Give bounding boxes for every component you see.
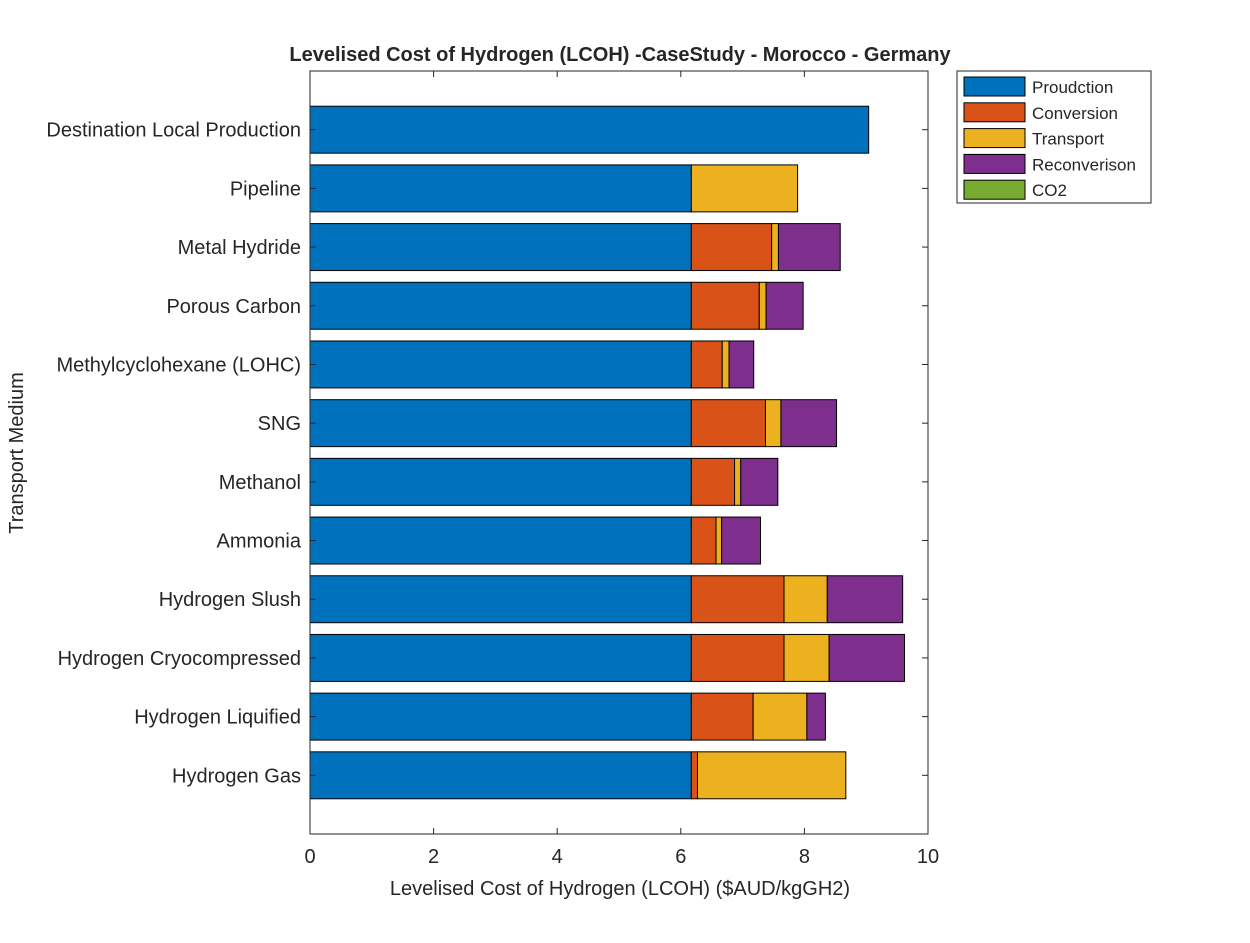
- y-tick-label: Hydrogen Gas: [172, 765, 301, 787]
- bar-sng-proudction: [309, 399, 692, 448]
- bar-hydrogen-liquified-reconverison: [806, 692, 826, 741]
- legend-swatch-transport: [963, 128, 1026, 149]
- x-tick-label: 2: [428, 846, 439, 868]
- bar-hydrogen-slush-conversion: [690, 575, 785, 624]
- bar-methylcyclohexane-lohc-conversion: [690, 340, 723, 389]
- bar-porous-carbon-reconverison: [765, 281, 804, 330]
- x-tick-label: 8: [799, 846, 810, 868]
- bar-sng-transport: [764, 399, 782, 448]
- x-axis: 0 2 4 6 8 10: [304, 71, 939, 868]
- bar-metal-hydride-conversion: [690, 223, 773, 272]
- bar-hydrogen-cryocompressed-conversion: [690, 633, 785, 682]
- bar-pipeline-transport: [690, 164, 799, 213]
- bar-hydrogen-liquified-conversion: [690, 692, 754, 741]
- y-axis-label: Transport Medium: [6, 372, 28, 534]
- bar-hydrogen-gas-conversion: [690, 751, 698, 800]
- bar-hydrogen-gas-transport: [696, 751, 847, 800]
- y-tick-label: Methylcyclohexane (LOHC): [56, 354, 301, 376]
- x-tick-label: 6: [675, 846, 686, 868]
- bar-hydrogen-gas-proudction: [309, 751, 692, 800]
- bar-pipeline-proudction: [309, 164, 692, 213]
- legend-label-reconverison: Reconverison: [1032, 155, 1136, 174]
- legend-label-conversion: Conversion: [1032, 104, 1118, 123]
- legend-swatch-conversion: [963, 102, 1026, 123]
- bar-sng-conversion: [690, 399, 766, 448]
- bar-destination-local-production-proudction: [309, 105, 870, 154]
- bar-porous-carbon-conversion: [690, 281, 760, 330]
- legend-label-co2: CO2: [1032, 181, 1067, 200]
- bar-metal-hydride-proudction: [309, 223, 692, 272]
- y-tick-label: Methanol: [219, 472, 301, 494]
- y-tick-label: Ammonia: [217, 531, 302, 553]
- bar-hydrogen-liquified-transport: [752, 692, 808, 741]
- y-tick-label: Pipeline: [230, 178, 301, 200]
- bar-methanol-conversion: [690, 457, 736, 506]
- legend-label-transport: Transport: [1032, 130, 1104, 149]
- bar-sng-reconverison: [780, 399, 838, 448]
- bar-hydrogen-liquified-proudction: [309, 692, 692, 741]
- y-tick-label: Metal Hydride: [178, 237, 301, 259]
- bar-porous-carbon-proudction: [309, 281, 692, 330]
- bar-ammonia-transport: [715, 516, 723, 565]
- legend-swatch-reconverison: [963, 153, 1026, 174]
- legend-swatch-proudction: [963, 76, 1026, 97]
- bar-hydrogen-slush-reconverison: [826, 575, 904, 624]
- legend: Proudction Conversion Transport Reconveriso…: [956, 70, 1152, 204]
- y-tick-label: Porous Carbon: [166, 296, 301, 318]
- bar-metal-hydride-transport: [771, 223, 779, 272]
- bar-methanol-proudction: [309, 457, 692, 506]
- x-tick-label: 4: [552, 846, 563, 868]
- bar-metal-hydride-reconverison: [777, 223, 841, 272]
- y-tick-label: Destination Local Production: [46, 120, 301, 142]
- x-axis-label: Levelised Cost of Hydrogen (LCOH) ($AUD/…: [390, 878, 850, 900]
- y-tick-label: Hydrogen Liquified: [134, 707, 301, 729]
- x-tick-label: 10: [917, 846, 939, 868]
- bar-methanol-reconverison: [740, 457, 779, 506]
- bar-methylcyclohexane-lohc-proudction: [309, 340, 692, 389]
- bar-methylcyclohexane-lohc-transport: [721, 340, 730, 389]
- bar-hydrogen-cryocompressed-proudction: [309, 633, 692, 682]
- bar-ammonia-reconverison: [721, 516, 762, 565]
- bar-hydrogen-cryocompressed-reconverison: [828, 633, 906, 682]
- chart-title: Levelised Cost of Hydrogen (LCOH) -CaseS…: [289, 44, 951, 66]
- bar-porous-carbon-transport: [758, 281, 767, 330]
- x-tick-label: 0: [304, 846, 315, 868]
- bar-methanol-transport: [734, 457, 742, 506]
- y-axis: Destination Local Production Pipeline Meta…: [46, 120, 928, 787]
- bar-ammonia-conversion: [690, 516, 717, 565]
- plot-frame: [309, 70, 929, 835]
- bar-ammonia-proudction: [309, 516, 692, 565]
- bar-hydrogen-cryocompressed-transport: [783, 633, 830, 682]
- bars-group: [309, 105, 906, 800]
- legend-label-proudction: Proudction: [1032, 78, 1113, 97]
- y-tick-label: SNG: [258, 413, 301, 435]
- legend-swatch-co2: [963, 179, 1026, 200]
- bar-methylcyclohexane-lohc-reconverison: [728, 340, 755, 389]
- y-tick-label: Hydrogen Slush: [159, 589, 301, 611]
- bar-hydrogen-slush-proudction: [309, 575, 692, 624]
- bar-hydrogen-slush-transport: [783, 575, 828, 624]
- y-tick-label: Hydrogen Cryocompressed: [58, 648, 301, 670]
